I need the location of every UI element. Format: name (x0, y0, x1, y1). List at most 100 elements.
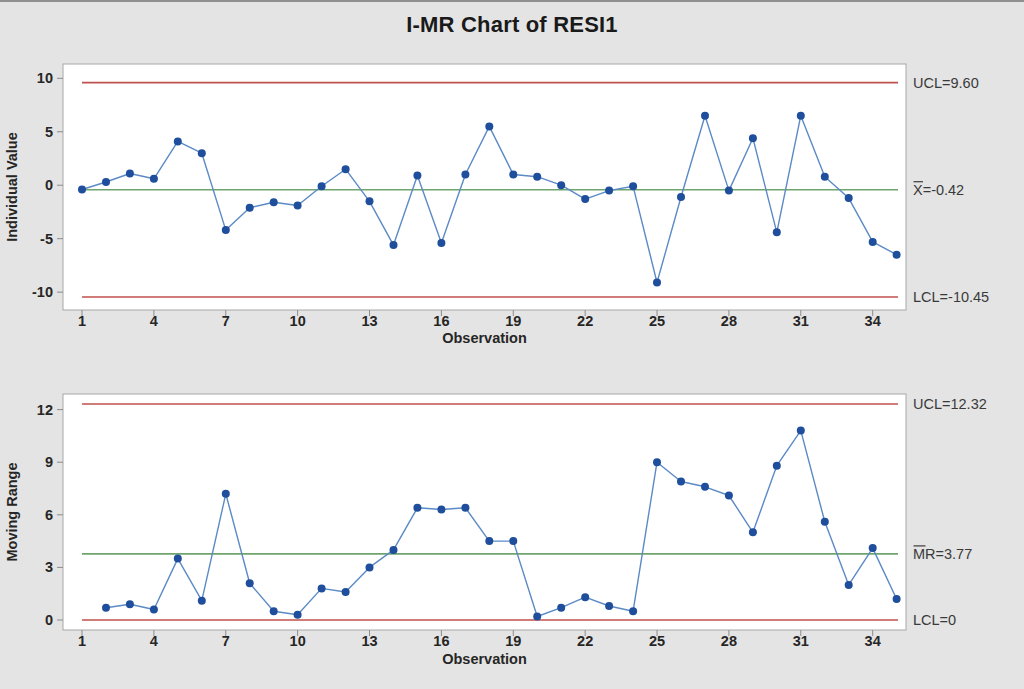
x-tick-label: 1 (78, 633, 86, 649)
data-point (725, 492, 733, 500)
y-tick-label: -10 (32, 284, 53, 300)
plot-area (63, 64, 906, 310)
ucl-label: UCL=9.60 (913, 75, 979, 91)
moving-range-chart: 129630147101316192225283134ObservationMo… (4, 394, 987, 667)
data-point (581, 593, 589, 601)
data-point (509, 537, 517, 545)
data-point (605, 187, 613, 195)
x-tick-label: 13 (361, 633, 377, 649)
data-point (294, 202, 302, 210)
data-point (461, 504, 469, 512)
data-point (270, 607, 278, 615)
x-axis-title: Observation (442, 330, 527, 346)
y-tick-label: -5 (40, 231, 53, 247)
data-point (653, 458, 661, 466)
y-tick-label: 12 (37, 402, 53, 418)
x-tick-label: 34 (865, 633, 881, 649)
plot-area (63, 394, 906, 630)
data-point (150, 175, 158, 183)
data-point (222, 490, 230, 498)
data-point (773, 228, 781, 236)
data-point (246, 579, 254, 587)
data-point (198, 149, 206, 157)
x-tick-label: 31 (793, 633, 809, 649)
data-point (485, 122, 493, 130)
y-tick-label: 5 (45, 124, 53, 140)
x-tick-label: 13 (361, 313, 377, 329)
x-tick-label: 25 (649, 313, 665, 329)
data-point (437, 506, 445, 514)
y-tick-label: 0 (45, 612, 53, 628)
data-point (629, 607, 637, 615)
data-point (102, 604, 110, 612)
data-point (677, 193, 685, 201)
y-tick-label: 9 (45, 454, 53, 470)
data-point (294, 611, 302, 619)
data-point (318, 584, 326, 592)
x-tick-label: 7 (222, 313, 230, 329)
x-axis-title: Observation (442, 651, 527, 667)
y-axis-title: Individual Value (4, 132, 20, 242)
data-point (797, 427, 805, 435)
data-point (413, 172, 421, 180)
individuals-chart: 1050-5-10147101316192225283134Observatio… (4, 64, 989, 346)
data-point (869, 544, 877, 552)
imr-chart-canvas: 1050-5-10147101316192225283134Observatio… (0, 2, 1024, 689)
data-point (845, 581, 853, 589)
x-tick-label: 16 (433, 633, 449, 649)
x-tick-label: 19 (505, 633, 521, 649)
center-label: X=-0.42 (913, 182, 964, 198)
x-tick-label: 22 (577, 633, 593, 649)
x-tick-label: 25 (649, 633, 665, 649)
data-point (701, 112, 709, 120)
data-point (893, 595, 901, 603)
data-point (78, 186, 86, 194)
lcl-label: LCL=0 (913, 612, 956, 628)
data-point (174, 137, 182, 145)
lcl-label: LCL=-10.45 (913, 289, 989, 305)
x-tick-label: 34 (865, 313, 881, 329)
data-point (677, 478, 685, 486)
data-point (366, 563, 374, 571)
y-tick-label: 10 (37, 70, 53, 86)
center-label: MR=3.77 (913, 546, 972, 562)
data-point (198, 597, 206, 605)
data-point (749, 528, 757, 536)
data-point (509, 171, 517, 179)
data-point (270, 198, 278, 206)
y-tick-label: 3 (45, 559, 53, 575)
data-point (893, 251, 901, 259)
ucl-label: UCL=12.32 (913, 396, 987, 412)
data-point (126, 600, 134, 608)
x-tick-label: 4 (150, 313, 158, 329)
data-point (653, 279, 661, 287)
data-point (869, 238, 877, 246)
x-tick-label: 7 (222, 633, 230, 649)
y-axis-title: Moving Range (4, 462, 20, 561)
x-tick-label: 28 (721, 633, 737, 649)
x-tick-label: 31 (793, 313, 809, 329)
y-tick-label: 0 (45, 177, 53, 193)
x-tick-label: 4 (150, 633, 158, 649)
data-point (749, 134, 757, 142)
data-point (701, 483, 709, 491)
data-point (461, 171, 469, 179)
data-point (126, 170, 134, 178)
x-tick-label: 28 (721, 313, 737, 329)
data-point (581, 195, 589, 203)
data-point (222, 226, 230, 234)
data-point (557, 181, 565, 189)
data-point (773, 462, 781, 470)
data-point (342, 165, 350, 173)
data-point (797, 112, 805, 120)
data-point (390, 546, 398, 554)
data-point (174, 555, 182, 563)
x-tick-label: 10 (290, 633, 306, 649)
data-point (725, 187, 733, 195)
x-tick-label: 1 (78, 313, 86, 329)
data-point (485, 537, 493, 545)
data-point (821, 518, 829, 526)
data-point (533, 613, 541, 621)
x-tick-label: 22 (577, 313, 593, 329)
data-point (605, 602, 613, 610)
